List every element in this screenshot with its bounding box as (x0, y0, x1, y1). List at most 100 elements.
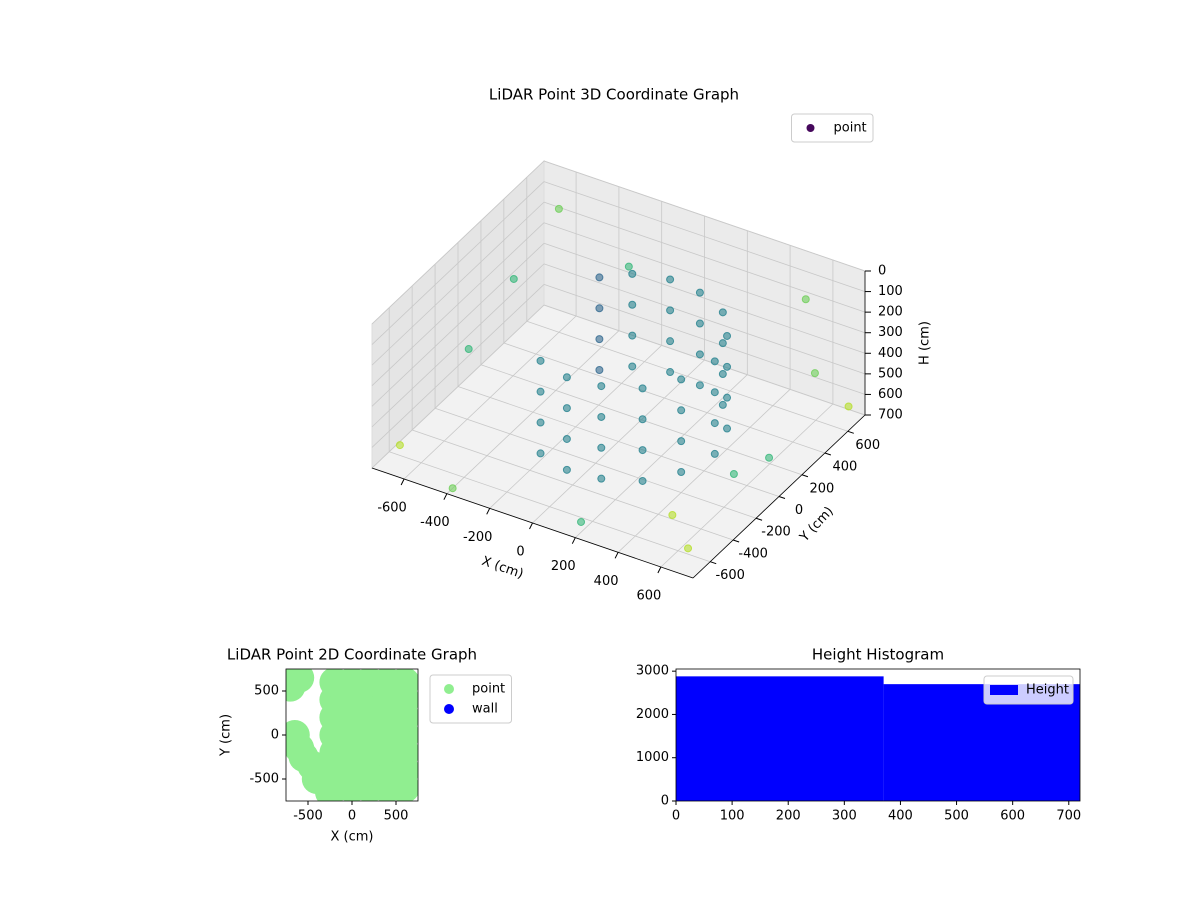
point (695, 350, 704, 359)
y-tick-label: 3000 (636, 664, 669, 679)
legend-marker (990, 685, 1018, 695)
y-tick (778, 496, 786, 499)
point (844, 402, 853, 411)
legend-label: Height (1026, 683, 1069, 698)
point (677, 406, 686, 415)
point (638, 446, 647, 455)
grid-line (412, 429, 734, 541)
point (395, 441, 404, 450)
x-tick-label: 0 (348, 809, 356, 824)
point (464, 345, 473, 354)
grid-line (543, 284, 866, 395)
point (718, 400, 727, 409)
axes-title: LiDAR Point 2D Coordinate Graph (227, 646, 477, 664)
y-tick (824, 452, 832, 456)
point (666, 275, 675, 284)
point (695, 288, 704, 297)
x-tick-label: -200 (463, 530, 493, 545)
z-tick-label: 200 (878, 305, 903, 320)
chart-title: LiDAR Point 3D Coordinate Graph (489, 86, 739, 104)
grid-line (389, 451, 711, 563)
point (668, 510, 677, 519)
point (597, 474, 606, 483)
x-axis-line (371, 467, 694, 579)
z-tick-label: 600 (878, 387, 903, 402)
point (597, 412, 606, 421)
y-tick-label: -400 (738, 546, 768, 561)
point (628, 300, 637, 309)
z-tick-label: 0 (878, 264, 886, 279)
x-tick (571, 537, 576, 544)
grid-line (526, 320, 848, 432)
grid-line (543, 242, 866, 354)
point (723, 424, 732, 433)
y-tick-label: 500 (254, 684, 279, 699)
x-tick-label: 100 (720, 809, 745, 824)
point (628, 362, 637, 371)
point (666, 368, 675, 377)
x-tick-label: -400 (420, 515, 450, 530)
z-tick-label: 300 (878, 325, 903, 340)
y-tick-label: 400 (832, 460, 857, 475)
point (718, 370, 727, 379)
point (666, 337, 675, 346)
point (509, 274, 518, 283)
y-tick-label: 0 (661, 794, 669, 809)
point (729, 470, 738, 479)
x-tick-label: 200 (776, 809, 801, 824)
point (554, 204, 563, 213)
x-tick-label: -600 (377, 501, 407, 516)
point (718, 339, 727, 348)
point (695, 319, 704, 328)
point (718, 308, 727, 317)
y-tick-label: 200 (810, 481, 835, 496)
x-axis-label: X (cm) (331, 830, 374, 845)
point (628, 269, 637, 278)
legend-label: point (834, 121, 867, 136)
point (389, 669, 418, 698)
x-tick (486, 508, 491, 515)
z-axis-label: H (cm) (918, 321, 933, 365)
grid-line (503, 342, 825, 454)
legend-label: point (472, 682, 505, 697)
y-tick-label: -200 (761, 525, 791, 540)
point (677, 467, 686, 476)
grid-line (457, 386, 780, 497)
grid-line (434, 407, 757, 519)
grid-line (371, 181, 545, 345)
z-tick-label: 500 (878, 366, 903, 381)
z-tick-label: 100 (878, 284, 903, 299)
point (577, 517, 586, 526)
x-tick (614, 552, 619, 559)
x-tick-label: 400 (888, 809, 913, 824)
point (710, 388, 719, 397)
point (695, 381, 704, 390)
point (810, 369, 819, 378)
z-tick-label: 400 (878, 346, 903, 361)
bar (676, 676, 884, 801)
y-tick-label: 1000 (636, 750, 669, 765)
x-tick (443, 493, 448, 500)
grid-line (371, 242, 545, 407)
y-tick-label: -500 (249, 772, 279, 787)
grid-line (371, 284, 545, 448)
x-tick-label: 300 (832, 809, 857, 824)
y-tick-label: 600 (855, 438, 880, 453)
grid-line (371, 222, 545, 387)
point (723, 362, 732, 371)
point (562, 404, 571, 413)
legend-marker (444, 684, 454, 694)
x-tick-label: 200 (551, 559, 576, 574)
point (638, 415, 647, 424)
point (595, 365, 604, 374)
y-tick (710, 561, 717, 565)
y-tick-label: 2000 (636, 707, 669, 722)
x-tick-label: 400 (594, 574, 619, 589)
point (710, 419, 719, 428)
legend-marker (444, 704, 454, 714)
point (597, 443, 606, 452)
point (710, 449, 719, 458)
y-axis-line (692, 414, 866, 579)
point (677, 375, 686, 384)
